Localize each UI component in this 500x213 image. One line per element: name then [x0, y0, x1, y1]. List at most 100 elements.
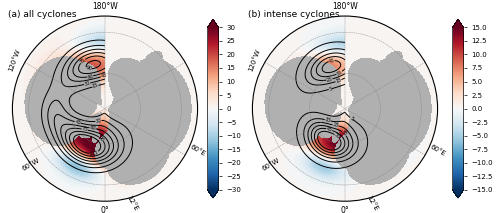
Point: [101, 107, 109, 110]
Text: 90: 90: [98, 135, 105, 143]
Point: [101, 107, 109, 110]
Text: 35: 35: [340, 130, 348, 138]
Text: 5: 5: [348, 115, 354, 121]
Text: 25: 25: [326, 76, 333, 83]
Text: 12°E: 12°E: [125, 195, 139, 213]
Point: [341, 107, 349, 110]
Point: [341, 107, 349, 110]
Point: [341, 107, 349, 110]
Point: [341, 107, 349, 110]
Point: [101, 107, 109, 110]
Point: [101, 107, 109, 110]
Point: [341, 107, 349, 110]
Point: [101, 107, 109, 110]
Text: 15: 15: [324, 117, 332, 124]
Text: 60: 60: [89, 125, 96, 131]
Point: [101, 107, 109, 110]
Text: 15: 15: [92, 83, 99, 89]
Point: [101, 107, 109, 110]
Point: [101, 107, 109, 110]
PathPatch shape: [208, 190, 218, 198]
Point: [341, 107, 349, 110]
Point: [101, 107, 109, 110]
Point: [341, 107, 349, 110]
Text: 180°W: 180°W: [92, 2, 118, 12]
Text: 30: 30: [84, 81, 91, 87]
Point: [101, 107, 109, 110]
Point: [341, 107, 349, 110]
Point: [101, 107, 109, 110]
Text: 15: 15: [334, 77, 342, 84]
Text: 0°: 0°: [100, 206, 110, 213]
Point: [341, 107, 349, 110]
Point: [341, 107, 349, 110]
Text: 30: 30: [95, 118, 102, 124]
Point: [341, 107, 349, 110]
Point: [341, 107, 349, 110]
Point: [101, 107, 109, 110]
Point: [101, 107, 109, 110]
Point: [101, 107, 109, 110]
Point: [101, 107, 109, 110]
Point: [341, 107, 349, 110]
Text: 0°: 0°: [340, 206, 349, 213]
Point: [101, 107, 109, 110]
Point: [341, 107, 349, 110]
Point: [341, 107, 349, 110]
Point: [341, 107, 349, 110]
Point: [101, 107, 109, 110]
Text: 120°W: 120°W: [7, 48, 21, 72]
Point: [101, 107, 109, 110]
Text: 60°W: 60°W: [261, 157, 280, 172]
Point: [101, 107, 109, 110]
Point: [341, 107, 349, 110]
Point: [101, 107, 109, 110]
Point: [341, 107, 349, 110]
Point: [101, 107, 109, 110]
Point: [101, 107, 109, 110]
Point: [341, 107, 349, 110]
PathPatch shape: [208, 19, 218, 27]
Text: 45: 45: [74, 119, 82, 126]
Point: [341, 107, 349, 110]
Point: [341, 107, 349, 110]
Point: [341, 107, 349, 110]
Point: [101, 107, 109, 110]
Point: [101, 107, 109, 110]
Point: [341, 107, 349, 110]
Point: [101, 107, 109, 110]
Text: 75: 75: [81, 127, 88, 133]
Point: [341, 107, 349, 110]
Point: [341, 107, 349, 110]
Circle shape: [12, 16, 198, 201]
Point: [341, 107, 349, 110]
Point: [101, 107, 109, 110]
Text: 60: 60: [86, 73, 94, 79]
Point: [101, 107, 109, 110]
Point: [101, 107, 109, 110]
Point: [341, 107, 349, 110]
Point: [101, 107, 109, 110]
Point: [101, 107, 109, 110]
Point: [101, 107, 109, 110]
Text: 55: 55: [333, 132, 341, 140]
Point: [101, 107, 109, 110]
Point: [101, 107, 109, 110]
Point: [101, 107, 109, 110]
Point: [341, 107, 349, 110]
Point: [341, 107, 349, 110]
Point: [101, 107, 109, 110]
Text: 75: 75: [79, 57, 87, 65]
Point: [341, 107, 349, 110]
Point: [341, 107, 349, 110]
Point: [341, 107, 349, 110]
Point: [101, 107, 109, 110]
Text: 35: 35: [336, 69, 344, 76]
Text: (b) intense cyclones: (b) intense cyclones: [248, 10, 340, 19]
Point: [341, 107, 349, 110]
Point: [341, 107, 349, 110]
Point: [341, 107, 349, 110]
Point: [341, 107, 349, 110]
Point: [101, 107, 109, 110]
Text: (a) all cyclones: (a) all cyclones: [8, 10, 76, 19]
